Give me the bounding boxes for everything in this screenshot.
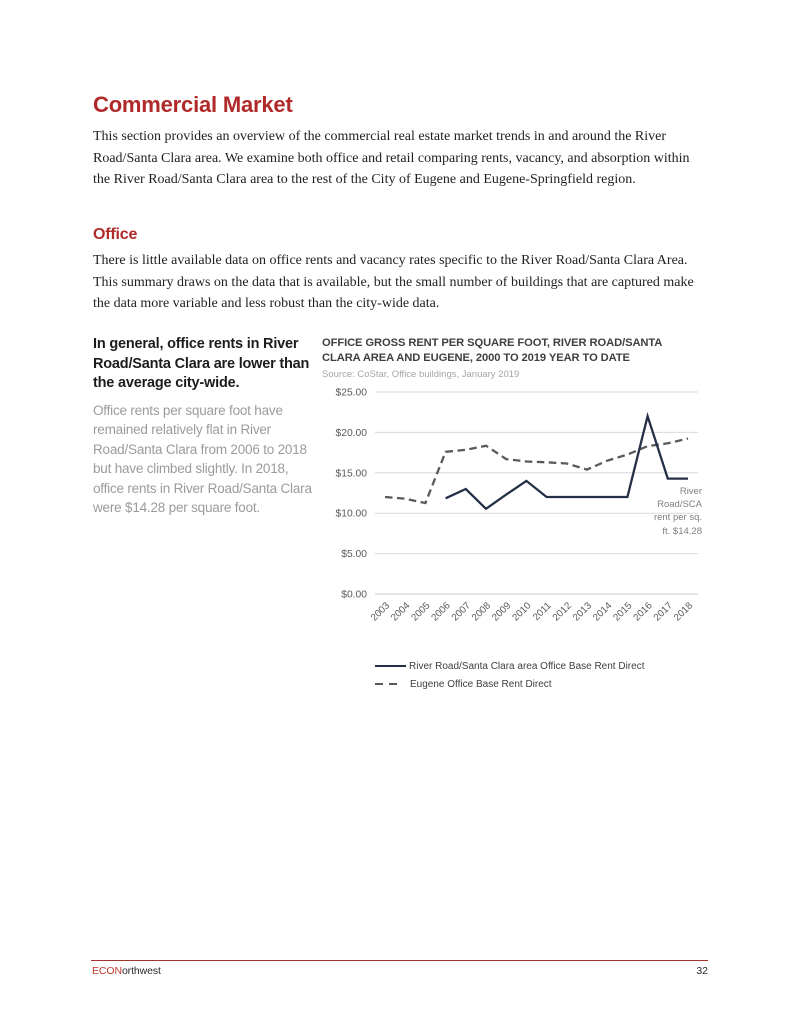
x-tick-label: 2006: [430, 600, 454, 624]
legend-label-river: River Road/Santa Clara area Office Base …: [409, 660, 645, 672]
page-number: 32: [696, 965, 708, 977]
footer-brand-rest: orthwest: [121, 965, 161, 977]
y-tick-label: $20.00: [336, 428, 368, 439]
x-tick-label: 2012: [551, 600, 574, 623]
y-tick-label: $15.00: [336, 468, 368, 479]
x-tick-label: 2005: [409, 600, 433, 624]
callout-body: Office rents per square foot have remain…: [93, 402, 312, 516]
x-tick-label: 2007: [450, 600, 473, 623]
x-tick-label: 2009: [490, 600, 513, 623]
y-tick-label: $10.00: [336, 509, 368, 520]
footer-divider: [91, 960, 708, 961]
series-solid-line: [445, 412, 688, 511]
x-tick-label: 2016: [632, 600, 656, 624]
y-tick-label: $5.00: [341, 549, 367, 560]
chart-plot-area: $0.00 $5.00 $10.00 $15.00 $20.00 $25.00 2003 20…: [322, 384, 720, 651]
office-section-paragraph: There is little available data on office…: [93, 253, 694, 311]
x-tick-label: 2014: [591, 600, 615, 624]
office-section-heading: Office: [93, 226, 138, 243]
office-rent-chart: OFFICE GROSS RENT PER SQUARE FOOT, RIVER…: [322, 336, 720, 693]
x-tick-label: 2004: [389, 600, 413, 624]
x-tick-label: 2013: [571, 600, 595, 624]
legend-item-river: River Road/Santa Clara area Office Base …: [375, 657, 720, 675]
footer-brand: ECONorthwest: [92, 965, 161, 977]
legend-item-eugene: Eugene Office Base Rent Direct: [375, 675, 720, 693]
x-tick-label: 2015: [611, 600, 635, 624]
series-dashed-line: [384, 437, 689, 505]
footer-brand-econ: ECON: [92, 965, 122, 977]
chart-annotation: River Road/SCA rent per sq. ft. $14.28: [653, 486, 702, 537]
chart-legend: River Road/Santa Clara area Office Base …: [375, 657, 720, 693]
page-title: Commercial Market: [93, 92, 293, 117]
callout-lead: In general, office rents in River Road/S…: [93, 336, 310, 391]
office-rent-chart-svg: $0.00$5.00$10.00$15.00$20.00$25.00200320…: [336, 388, 698, 624]
y-tick-label: $25.00: [336, 388, 368, 399]
chart-source: Source: CoStar, Office buildings, Januar…: [322, 369, 520, 380]
solid-line-swatch: [375, 665, 406, 667]
x-tick-label: 2008: [470, 600, 494, 624]
x-tick-label: 2018: [672, 600, 696, 624]
x-tick-label: 2011: [531, 600, 554, 623]
x-tick-label: 2003: [369, 600, 393, 624]
y-tick-label: $0.00: [341, 590, 367, 601]
x-tick-label: 2017: [652, 600, 675, 623]
dashed-line-swatch: [375, 682, 403, 686]
sidebar-callout: In general, office rents in River Road/S…: [93, 335, 315, 518]
intro-paragraph: This section provides an overview of the…: [93, 129, 690, 187]
x-tick-label: 2010: [510, 600, 534, 624]
chart-title: OFFICE GROSS RENT PER SQUARE FOOT, RIVER…: [322, 337, 662, 364]
legend-label-eugene: Eugene Office Base Rent Direct: [410, 678, 552, 690]
